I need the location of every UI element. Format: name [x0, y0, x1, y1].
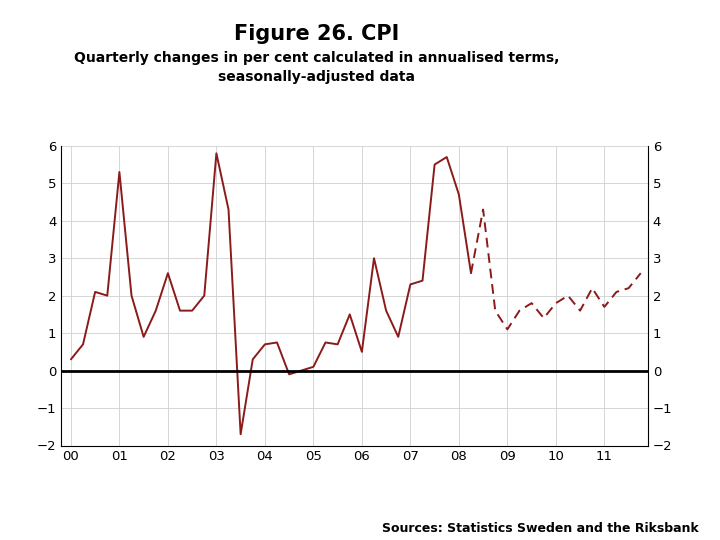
- Text: Sources: Statistics Sweden and the Riksbank: Sources: Statistics Sweden and the Riksb…: [382, 522, 698, 535]
- Text: Quarterly changes in per cent calculated in annualised terms,
seasonally-adjuste: Quarterly changes in per cent calculated…: [74, 51, 559, 84]
- Text: Figure 26. CPI: Figure 26. CPI: [234, 24, 400, 44]
- Text: SVERIGES
RIKSBANK: SVERIGES RIKSBANK: [635, 79, 679, 99]
